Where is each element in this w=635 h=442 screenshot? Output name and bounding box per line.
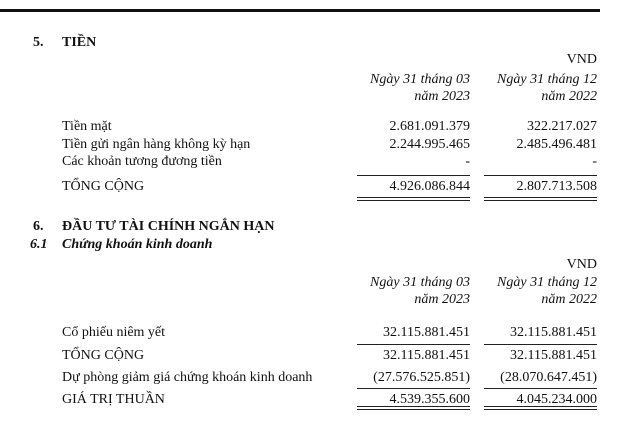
row-value: - bbox=[465, 154, 470, 169]
subsection-number: 6.1 bbox=[30, 237, 48, 252]
subtotal-rule bbox=[484, 344, 597, 345]
total-rule bbox=[357, 406, 470, 407]
unit: VND bbox=[566, 257, 597, 272]
column-header: năm 2023 bbox=[414, 89, 470, 104]
subtotal-rule bbox=[357, 344, 470, 345]
row-value: 4.926.086.844 bbox=[389, 179, 471, 194]
total-rule bbox=[357, 200, 470, 201]
row-value: 32.115.881.451 bbox=[383, 348, 470, 363]
row-label: Tiền gửi ngân hàng không kỳ hạn bbox=[62, 137, 251, 152]
row-value: 2.485.496.481 bbox=[516, 137, 598, 152]
subsection-title: Chứng khoán kinh doanh bbox=[62, 237, 213, 252]
row-value: 4.045.234.000 bbox=[516, 392, 598, 407]
row-value: 4.539.355.600 bbox=[389, 392, 471, 407]
total-rule bbox=[484, 197, 597, 198]
column-header: năm 2022 bbox=[541, 292, 597, 307]
section-title: TIỀN bbox=[62, 35, 97, 50]
row-value: 32.115.881.451 bbox=[383, 325, 470, 340]
row-value: 2.807.713.508 bbox=[516, 179, 598, 194]
subtotal-rule bbox=[484, 175, 597, 176]
column-header: Ngày 31 tháng 12 bbox=[497, 275, 597, 290]
unit: VND bbox=[566, 52, 597, 67]
row-label: Tiền mặt bbox=[62, 119, 112, 134]
column-header: Ngày 31 tháng 03 bbox=[370, 72, 470, 87]
total-rule bbox=[484, 406, 597, 407]
subtotal-rule bbox=[484, 388, 597, 389]
row-value: 2.244.995.465 bbox=[389, 137, 471, 152]
total-rule bbox=[484, 200, 597, 201]
section-number: 6. bbox=[33, 219, 44, 234]
total-rule bbox=[484, 409, 597, 410]
subtotal-rule bbox=[357, 175, 470, 176]
column-header: Ngày 31 tháng 12 bbox=[497, 72, 597, 87]
row-label: TỔNG CỘNG bbox=[62, 179, 145, 194]
row-value: (28.070.647.451) bbox=[500, 370, 597, 385]
subtotal-rule bbox=[357, 388, 470, 389]
row-label: TỔNG CỘNG bbox=[62, 348, 145, 363]
row-label: Cổ phiếu niêm yết bbox=[62, 325, 166, 340]
row-value: 322.217.027 bbox=[527, 119, 597, 134]
section-title: ĐẦU TƯ TÀI CHÍNH NGẮN HẠN bbox=[62, 219, 275, 234]
row-value: 32.115.881.451 bbox=[510, 325, 597, 340]
row-label: Dự phòng giảm giá chứng khoán kinh doanh bbox=[62, 370, 313, 385]
row-value: 2.681.091.379 bbox=[389, 119, 471, 134]
row-label: GIÁ TRỊ THUẦN bbox=[62, 392, 165, 407]
section-number: 5. bbox=[33, 35, 44, 50]
column-header: năm 2022 bbox=[541, 89, 597, 104]
total-rule bbox=[357, 197, 470, 198]
row-value: - bbox=[592, 154, 597, 169]
column-header: Ngày 31 tháng 03 bbox=[370, 275, 470, 290]
row-value: (27.576.525.851) bbox=[373, 370, 470, 385]
row-label: Các khoản tương đương tiền bbox=[62, 154, 222, 169]
total-rule bbox=[357, 409, 470, 410]
column-header: năm 2023 bbox=[414, 292, 470, 307]
row-value: 32.115.881.451 bbox=[510, 348, 597, 363]
top-rule bbox=[0, 9, 600, 12]
